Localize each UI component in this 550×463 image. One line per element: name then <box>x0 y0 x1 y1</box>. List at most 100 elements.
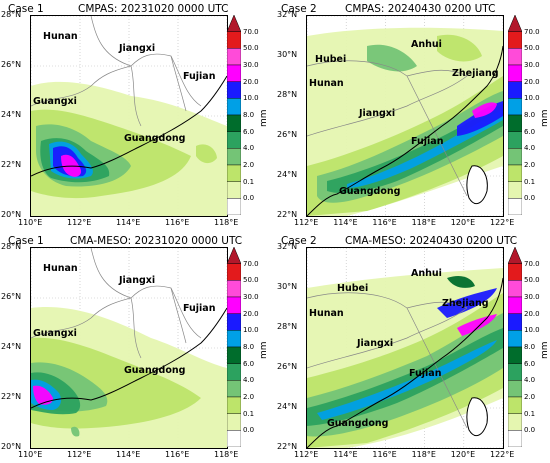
lon-tick-label: 114°E <box>116 218 141 227</box>
colorbar-swatch <box>226 280 242 298</box>
coastline <box>31 75 227 177</box>
province-border <box>90 248 202 339</box>
colorbar-tick-label: 10.0 <box>243 326 259 335</box>
colorbar-tick-label: 10.0 <box>524 326 540 335</box>
province-border <box>307 307 468 369</box>
lon-tick-label: 112°E <box>294 218 319 227</box>
colorbar-swatch <box>226 313 242 331</box>
colorbar-unit-label: mm <box>540 109 550 127</box>
colorbar: 70.0 50.0 30.0 20.0 10.0 8.0 6.0 4.0 2.0 0.1 0.0 mm <box>507 14 550 216</box>
colorbar-tick-label: 0.1 <box>243 177 255 186</box>
colorbar-tick-label: 20.0 <box>243 309 259 318</box>
coastline <box>307 277 503 448</box>
province-label: Anhui <box>411 39 442 50</box>
colorbar-swatch <box>507 114 523 132</box>
panel-case-label: Case 2 <box>281 235 317 247</box>
colorbar-swatch <box>507 346 523 364</box>
lon-tick-label: 118°E <box>411 450 436 459</box>
province-label: Hubei <box>315 54 347 65</box>
province-label: Jiangxi <box>357 338 394 349</box>
province-border <box>130 65 142 127</box>
province-border <box>436 135 468 197</box>
lon-tick-label: 112°E <box>67 450 92 459</box>
colorbar-tick-label: 0.0 <box>243 426 255 435</box>
colorbar-swatch <box>507 263 523 281</box>
precip-contour <box>71 426 80 437</box>
province-label: Fujian <box>183 71 216 82</box>
colorbar-extend-arrow <box>226 14 242 32</box>
colorbar-swatch <box>226 330 242 348</box>
colorbar-swatch <box>507 131 523 149</box>
colorbar-swatch <box>226 181 242 199</box>
province-label: Anhui <box>411 268 442 279</box>
province-label: Hunan <box>43 31 78 42</box>
precip-field <box>307 248 503 448</box>
colorbar: 70.0 50.0 30.0 20.0 10.0 8.0 6.0 4.0 2.0 0.1 0.0 mm <box>226 246 269 448</box>
map-frame: Hunan Jiangxi Fujian Guangxi Guangdong <box>30 15 228 217</box>
precip-field <box>31 16 227 216</box>
colorbar-tick-label: 70.0 <box>243 259 259 268</box>
colorbar-unit-label: mm <box>259 109 269 127</box>
lat-tick-label: 24°N <box>277 402 298 411</box>
precip-contour <box>472 102 497 118</box>
precip-contour <box>327 104 503 194</box>
colorbar-tick-label: 8.0 <box>243 111 255 119</box>
lon-tick-label: 114°E <box>116 450 141 459</box>
lat-tick-label: 26°N <box>277 362 298 371</box>
colorbar-tick-label: 2.0 <box>243 161 255 169</box>
province-label: Hunan <box>309 308 344 319</box>
colorbar-swatch <box>226 98 242 116</box>
colorbar-swatch <box>226 296 242 314</box>
colorbar-tick-label: 70.0 <box>243 27 259 36</box>
lon-tick-label: 112°E <box>294 450 319 459</box>
lat-tick-label: 30°N <box>277 50 298 59</box>
colorbar-swatch <box>507 164 523 182</box>
colorbar-tick-label: 6.0 <box>524 359 536 368</box>
province-border <box>170 55 187 112</box>
colorbar-swatch <box>226 363 242 381</box>
colorbar-swatches <box>507 246 523 448</box>
colorbar-swatch <box>226 198 242 216</box>
precip-contour <box>457 314 497 336</box>
lat-tick-label: 28°N <box>1 242 22 251</box>
colorbar-tick-label: 0.1 <box>243 409 255 418</box>
colorbar-swatch <box>507 280 523 298</box>
colorbar-swatch <box>507 98 523 116</box>
colorbar-tick-label: 4.0 <box>524 144 536 153</box>
colorbar-swatch <box>507 148 523 166</box>
lat-tick-label: 28°N <box>1 10 22 19</box>
colorbar-tick-label: 10.0 <box>243 94 259 103</box>
colorbar-tick-label: 0.0 <box>524 426 536 435</box>
province-border <box>307 60 468 77</box>
colorbar-swatch <box>507 330 523 348</box>
province-border <box>406 307 438 369</box>
colorbar-swatch <box>226 114 242 132</box>
colorbar-tick-label: 30.0 <box>243 61 259 69</box>
colorbar-tick-label: 4.0 <box>243 144 255 153</box>
colorbar: 70.0 50.0 30.0 20.0 10.0 8.0 6.0 4.0 2.0 0.1 0.0 mm <box>226 14 269 216</box>
lat-tick-label: 24°N <box>1 342 22 351</box>
lon-tick-label: 118°E <box>411 218 436 227</box>
colorbar-swatch <box>507 430 523 448</box>
province-label: Guangdong <box>124 365 186 376</box>
panel-case-label: Case 1 <box>8 235 44 247</box>
taiwan-outline <box>466 165 488 205</box>
colorbar-swatch <box>507 380 523 398</box>
colorbar-tick-label: 70.0 <box>524 27 540 36</box>
precip-contour <box>317 340 497 420</box>
lat-tick-label: 26°N <box>1 292 22 301</box>
province-label: Guangdong <box>124 133 186 144</box>
colorbar-swatch <box>226 148 242 166</box>
province-border <box>130 297 142 359</box>
lat-tick-label: 28°N <box>277 322 298 331</box>
province-label: Zhejiang <box>452 68 499 79</box>
lon-tick-label: 116°E <box>372 450 397 459</box>
colorbar-tick-label: 50.0 <box>524 276 540 285</box>
colorbar-tick-label: 8.0 <box>524 343 536 351</box>
province-label: Hubei <box>337 283 369 294</box>
lon-tick-label: 112°E <box>67 218 92 227</box>
lon-tick-label: 120°E <box>450 218 476 227</box>
lat-tick-label: 24°N <box>277 170 298 179</box>
colorbar-swatch <box>226 413 242 431</box>
lat-tick-label: 22°N <box>1 392 22 401</box>
